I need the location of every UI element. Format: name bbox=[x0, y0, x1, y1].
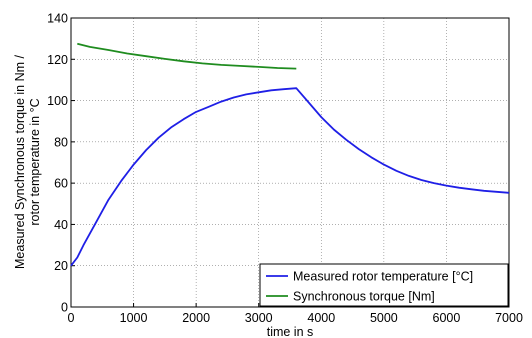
series-synchronous-torque bbox=[77, 42, 297, 70]
y-axis-label-line1: Measured Synchronous torque in Nm / bbox=[13, 54, 27, 269]
x-tick-label: 0 bbox=[68, 311, 75, 325]
y-axis: 0 20 40 60 80 100 120 140 bbox=[47, 12, 75, 315]
x-tick-label: 1000 bbox=[120, 311, 148, 325]
y-axis-label-line2: rotor temperature in °C bbox=[28, 98, 42, 225]
x-tick-label: 7000 bbox=[495, 311, 523, 325]
legend: Measured rotor temperature [°C] Synchron… bbox=[259, 263, 509, 307]
y-tick-label: 60 bbox=[54, 177, 68, 191]
y-tick-label: 20 bbox=[54, 259, 68, 273]
y-tick-label: 80 bbox=[54, 135, 68, 149]
legend-box bbox=[259, 263, 509, 307]
plot-frame bbox=[70, 17, 510, 308]
y-tick-label: 120 bbox=[47, 53, 68, 67]
legend-label-rotor-temperature: Measured rotor temperature [°C] bbox=[293, 270, 473, 284]
y-tick-label: 140 bbox=[47, 12, 68, 26]
x-axis-label: time in s bbox=[267, 325, 314, 338]
x-tick-label: 5000 bbox=[370, 311, 398, 325]
x-tick-label: 6000 bbox=[433, 311, 461, 325]
y-tick-label: 100 bbox=[47, 94, 68, 108]
x-tick-label: 4000 bbox=[307, 311, 335, 325]
y-tick-label: 0 bbox=[61, 301, 68, 315]
legend-label-synchronous-torque: Synchronous torque [Nm] bbox=[293, 290, 435, 304]
series-rotor-temperature bbox=[70, 87, 510, 267]
x-axis: 0 1000 2000 3000 4000 5000 6000 7000 bbox=[68, 303, 523, 325]
x-tick-label: 3000 bbox=[245, 311, 273, 325]
series-layer bbox=[70, 42, 510, 267]
x-tick-label: 2000 bbox=[182, 311, 210, 325]
y-tick-label: 40 bbox=[54, 218, 68, 232]
